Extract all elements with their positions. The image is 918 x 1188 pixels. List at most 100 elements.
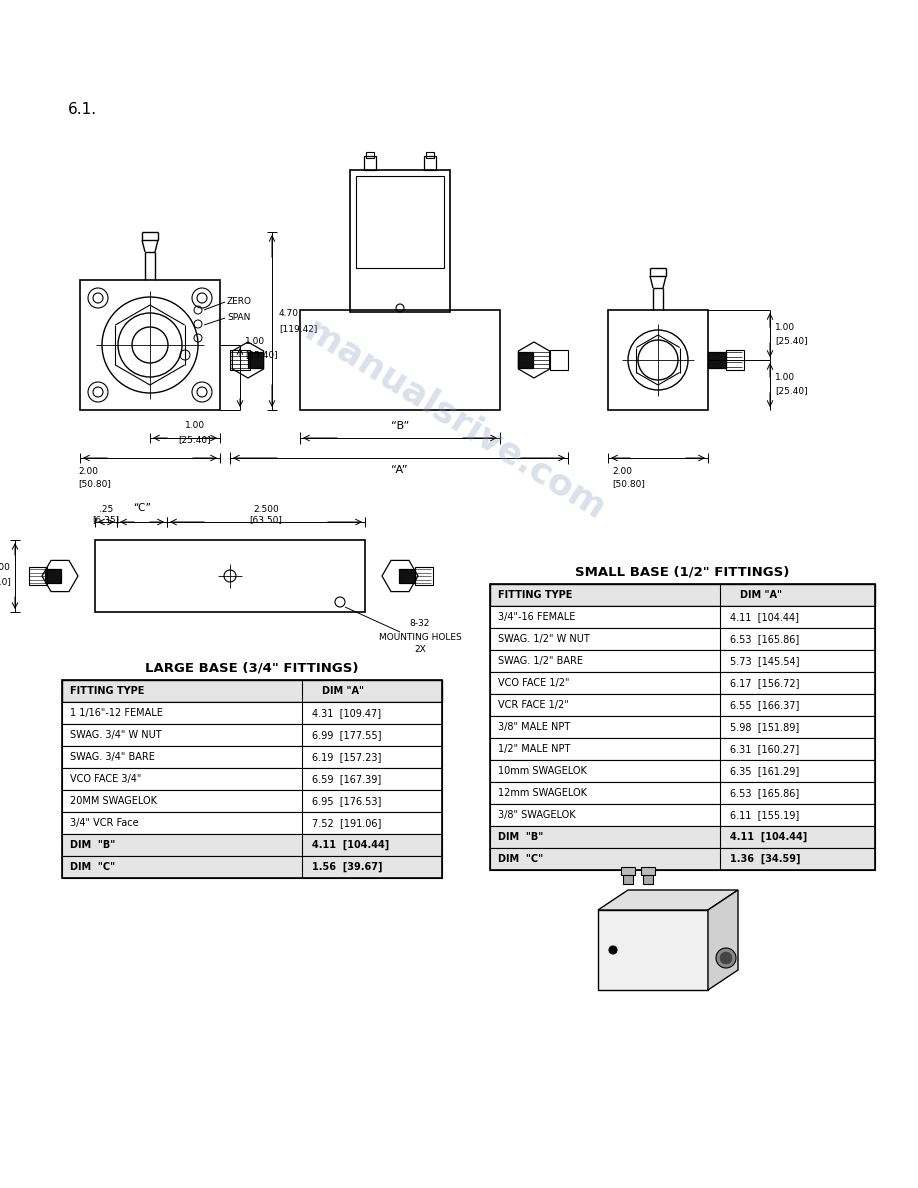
Text: 1.00: 1.00 bbox=[185, 422, 205, 430]
Bar bbox=[415, 567, 433, 584]
Text: 6.53  [165.86]: 6.53 [165.86] bbox=[730, 634, 800, 644]
Text: [50.80]: [50.80] bbox=[78, 480, 111, 488]
Circle shape bbox=[716, 948, 736, 968]
Text: 2.00: 2.00 bbox=[78, 468, 98, 476]
Text: 3/8" SWAGELOK: 3/8" SWAGELOK bbox=[498, 810, 576, 820]
Text: 1.00: 1.00 bbox=[775, 373, 795, 381]
Text: 3/4"-16 FEMALE: 3/4"-16 FEMALE bbox=[498, 612, 576, 623]
Text: 3/8" MALE NPT: 3/8" MALE NPT bbox=[498, 722, 570, 732]
Bar bbox=[80, 280, 220, 410]
Text: [25.40]: [25.40] bbox=[775, 336, 808, 346]
Text: 6.11  [155.19]: 6.11 [155.19] bbox=[730, 810, 800, 820]
Text: FITTING TYPE: FITTING TYPE bbox=[498, 590, 573, 600]
Text: [38.10]: [38.10] bbox=[0, 577, 11, 587]
Text: 8-32: 8-32 bbox=[409, 619, 431, 628]
Text: “B”: “B” bbox=[391, 421, 409, 431]
Text: DIM  "C": DIM "C" bbox=[70, 862, 115, 872]
Text: [63.50]: [63.50] bbox=[250, 516, 283, 524]
Text: DIM  "C": DIM "C" bbox=[498, 854, 543, 864]
Text: 2.00: 2.00 bbox=[612, 468, 632, 476]
Text: 2X: 2X bbox=[414, 645, 426, 655]
Text: DIM "A": DIM "A" bbox=[322, 685, 364, 696]
Text: 6.19  [157.23]: 6.19 [157.23] bbox=[312, 752, 381, 762]
Text: 6.59  [167.39]: 6.59 [167.39] bbox=[312, 775, 381, 784]
Text: 1.500: 1.500 bbox=[0, 563, 11, 573]
Bar bbox=[62, 813, 442, 834]
Polygon shape bbox=[598, 890, 738, 910]
Text: “A”: “A” bbox=[391, 465, 408, 475]
Bar bbox=[708, 352, 726, 368]
Text: 4.11  [104.44]: 4.11 [104.44] bbox=[730, 612, 799, 623]
Bar bbox=[350, 170, 450, 312]
Text: 1.36  [34.59]: 1.36 [34.59] bbox=[730, 854, 800, 864]
Bar bbox=[598, 910, 708, 990]
Bar bbox=[518, 352, 533, 368]
Text: FITTING TYPE: FITTING TYPE bbox=[70, 685, 144, 696]
Text: 20MM SWAGELOK: 20MM SWAGELOK bbox=[70, 796, 157, 805]
Polygon shape bbox=[708, 890, 738, 990]
Text: 3/4" VCR Face: 3/4" VCR Face bbox=[70, 819, 139, 828]
Text: SWAG. 3/4" W NUT: SWAG. 3/4" W NUT bbox=[70, 729, 162, 740]
Text: DIM  "B": DIM "B" bbox=[498, 832, 543, 842]
Text: SWAG. 3/4" BARE: SWAG. 3/4" BARE bbox=[70, 752, 155, 762]
Text: 4.11  [104.44]: 4.11 [104.44] bbox=[312, 840, 389, 851]
Text: [50.80]: [50.80] bbox=[612, 480, 644, 488]
Circle shape bbox=[720, 952, 732, 963]
Bar bbox=[62, 702, 442, 723]
Circle shape bbox=[609, 946, 617, 954]
Text: 6.55  [166.37]: 6.55 [166.37] bbox=[730, 700, 800, 710]
Bar bbox=[490, 782, 875, 804]
Bar bbox=[356, 176, 444, 268]
Text: 6.35  [161.29]: 6.35 [161.29] bbox=[730, 766, 800, 776]
Text: 5.98  [151.89]: 5.98 [151.89] bbox=[730, 722, 800, 732]
Text: 2.500: 2.500 bbox=[253, 506, 279, 514]
Text: [6.35]: [6.35] bbox=[93, 516, 119, 524]
Bar bbox=[726, 350, 744, 369]
Text: [25.40]: [25.40] bbox=[775, 386, 808, 396]
Text: 12mm SWAGELOK: 12mm SWAGELOK bbox=[498, 788, 587, 798]
Bar bbox=[248, 352, 263, 368]
Bar bbox=[95, 541, 365, 612]
Text: 6.1.: 6.1. bbox=[68, 102, 97, 118]
Text: VCR FACE 1/2": VCR FACE 1/2" bbox=[498, 700, 569, 710]
Text: VCO FACE 1/2": VCO FACE 1/2" bbox=[498, 678, 569, 688]
Text: 4.11  [104.44]: 4.11 [104.44] bbox=[730, 832, 807, 842]
Text: 1 1/16"-12 FEMALE: 1 1/16"-12 FEMALE bbox=[70, 708, 162, 718]
Bar bbox=[424, 156, 436, 170]
Bar bbox=[490, 804, 875, 826]
Text: 6.31  [160.27]: 6.31 [160.27] bbox=[730, 744, 800, 754]
Text: [25.40]: [25.40] bbox=[179, 436, 211, 444]
Text: 10mm SWAGELOK: 10mm SWAGELOK bbox=[498, 766, 587, 776]
Text: SMALL BASE (1/2" FITTINGS): SMALL BASE (1/2" FITTINGS) bbox=[575, 565, 789, 579]
Bar bbox=[300, 310, 500, 410]
Bar bbox=[230, 350, 250, 369]
Bar bbox=[490, 738, 875, 760]
Bar bbox=[621, 867, 635, 876]
Text: 1/2" MALE NPT: 1/2" MALE NPT bbox=[498, 744, 570, 754]
Text: 4.31  [109.47]: 4.31 [109.47] bbox=[312, 708, 381, 718]
Text: SWAG. 1/2" BARE: SWAG. 1/2" BARE bbox=[498, 656, 583, 666]
Text: SPAN: SPAN bbox=[227, 312, 251, 322]
Text: 6.53  [165.86]: 6.53 [165.86] bbox=[730, 788, 800, 798]
Text: 1.56  [39.67]: 1.56 [39.67] bbox=[312, 861, 383, 872]
Text: 1.00: 1.00 bbox=[775, 322, 795, 331]
Bar bbox=[608, 310, 708, 410]
Bar bbox=[62, 790, 442, 813]
Text: 1.00: 1.00 bbox=[245, 336, 265, 346]
Text: [25.40]: [25.40] bbox=[245, 350, 277, 360]
Text: DIM  "B": DIM "B" bbox=[70, 840, 116, 849]
Text: VCO FACE 3/4": VCO FACE 3/4" bbox=[70, 775, 141, 784]
Bar bbox=[62, 834, 442, 857]
Text: 5.73  [145.54]: 5.73 [145.54] bbox=[730, 656, 800, 666]
Bar bbox=[490, 606, 875, 628]
Bar bbox=[643, 874, 653, 884]
Text: [119.42]: [119.42] bbox=[279, 324, 318, 334]
Text: 7.52  [191.06]: 7.52 [191.06] bbox=[312, 819, 381, 828]
Text: LARGE BASE (3/4" FITTINGS): LARGE BASE (3/4" FITTINGS) bbox=[145, 662, 359, 675]
Bar bbox=[366, 152, 374, 158]
Text: “C”: “C” bbox=[133, 503, 151, 513]
Bar bbox=[490, 826, 875, 848]
Text: 6.95  [176.53]: 6.95 [176.53] bbox=[312, 796, 381, 805]
Bar bbox=[62, 680, 442, 702]
Bar bbox=[490, 760, 875, 782]
